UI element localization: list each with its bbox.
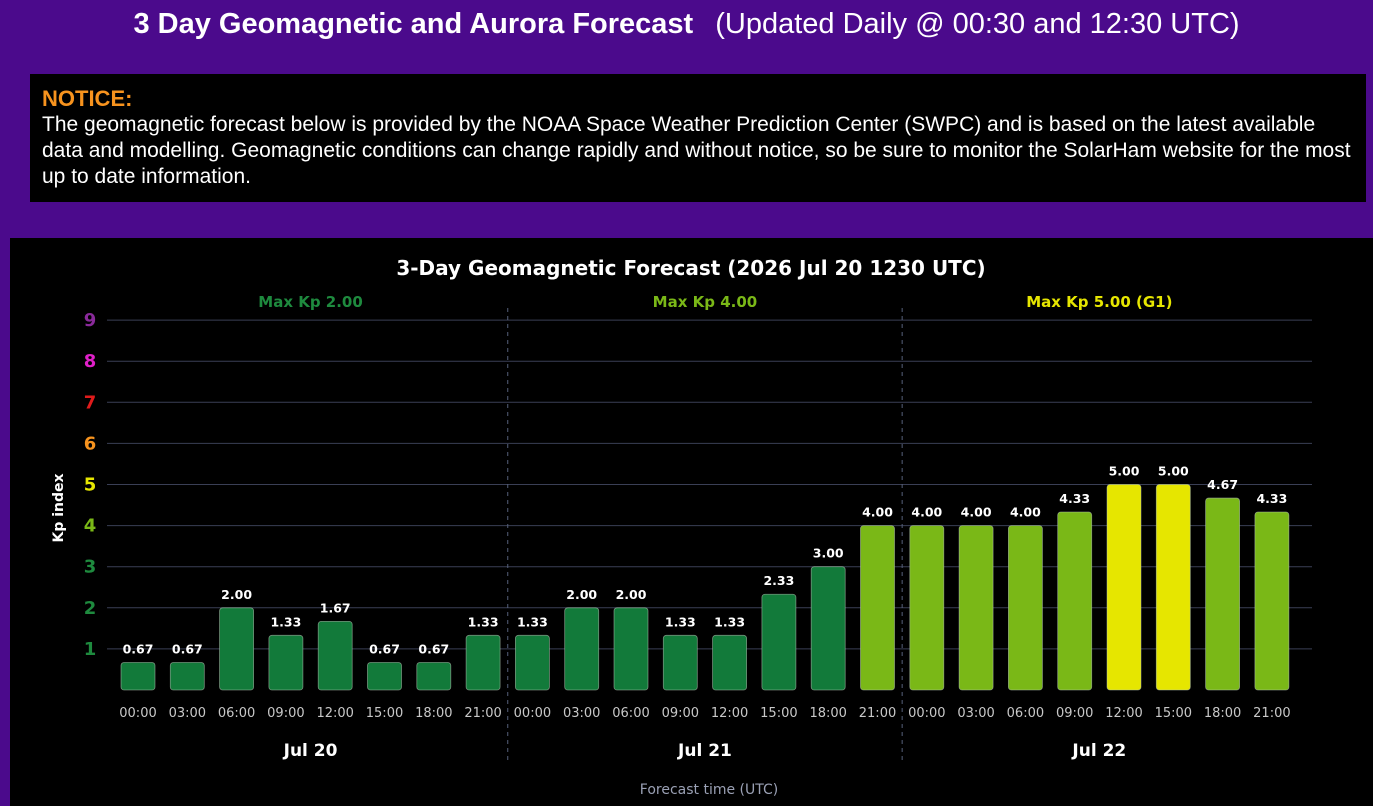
bar-value-label: 1.33 <box>714 614 745 629</box>
chart-title: 3-Day Geomagnetic Forecast (2026 Jul 20 … <box>396 256 985 280</box>
notice-heading: NOTICE: <box>42 86 133 111</box>
kp-bar <box>169 662 205 691</box>
y-tick-label: 1 <box>84 639 97 660</box>
x-tick-label: 06:00 <box>1007 706 1044 721</box>
bar-value-label: 1.33 <box>468 614 499 629</box>
kp-bar <box>465 634 501 691</box>
day-max-kp-label: Max Kp 5.00 (G1) <box>1026 293 1172 311</box>
page-title-main: 3 Day Geomagnetic and Aurora Forecast <box>133 8 694 40</box>
bar-value-label: 1.33 <box>517 614 548 629</box>
y-tick-label: 5 <box>84 475 97 496</box>
day-label: Jul 22 <box>1071 741 1126 761</box>
day-label: Jul 21 <box>677 741 732 761</box>
x-tick-label: 18:00 <box>415 706 452 721</box>
x-tick-label: 09:00 <box>267 706 304 721</box>
page-title-sub: (Updated Daily @ 00:30 and 12:30 UTC) <box>715 8 1240 40</box>
x-tick-label: 15:00 <box>366 706 403 721</box>
x-tick-label: 15:00 <box>1155 706 1192 721</box>
kp-bar <box>1254 511 1290 691</box>
bar-value-label: 1.67 <box>320 600 351 615</box>
kp-bar <box>860 525 895 691</box>
kp-forecast-chart: 3-Day Geomagnetic Forecast (2026 Jul 20 … <box>51 256 1312 798</box>
x-tick-label: 00:00 <box>119 706 156 721</box>
bar-value-label: 4.33 <box>1256 491 1287 506</box>
day-max-kp-label: Max Kp 2.00 <box>258 293 363 311</box>
y-tick-label: 3 <box>84 557 97 578</box>
bar-value-label: 3.00 <box>813 546 844 561</box>
x-tick-label: 18:00 <box>809 706 846 721</box>
y-tick-label: 8 <box>84 351 97 372</box>
kp-bar <box>958 525 994 691</box>
kp-bar <box>810 566 846 691</box>
kp-bar <box>1155 484 1191 691</box>
chart-panel: 3-Day Geomagnetic Forecast (2026 Jul 20 … <box>10 238 1373 806</box>
kp-bar <box>219 607 255 691</box>
bar-value-label: 4.00 <box>862 505 893 520</box>
kp-bar <box>268 634 304 691</box>
notice-body: The geomagnetic forecast below is provid… <box>42 113 1351 188</box>
kp-bar <box>909 525 945 691</box>
bar-value-label: 1.33 <box>665 614 696 629</box>
x-tick-label: 21:00 <box>464 706 501 721</box>
kp-bar <box>120 662 156 691</box>
kp-bar <box>1205 497 1240 691</box>
bar-value-label: 1.33 <box>270 614 301 629</box>
bar-value-label: 4.00 <box>911 505 942 520</box>
kp-bar <box>367 662 402 691</box>
page-title: 3 Day Geomagnetic and Aurora Forecast (Up… <box>0 4 1373 44</box>
x-tick-label: 09:00 <box>1056 706 1093 721</box>
x-tick-label: 06:00 <box>218 706 255 721</box>
bar-value-label: 2.00 <box>616 587 647 602</box>
y-tick-label: 2 <box>84 598 97 619</box>
notice-box: NOTICE: The geomagnetic forecast below i… <box>30 74 1366 202</box>
kp-bar <box>761 593 797 691</box>
x-tick-label: 06:00 <box>612 706 649 721</box>
x-tick-label: 12:00 <box>711 706 748 721</box>
x-tick-label: 21:00 <box>1253 706 1290 721</box>
x-axis-label: Forecast time (UTC) <box>640 782 778 798</box>
bar-value-label: 2.00 <box>221 587 252 602</box>
day-label: Jul 20 <box>283 741 338 761</box>
kp-bar <box>613 607 649 691</box>
x-tick-label: 15:00 <box>760 706 797 721</box>
x-tick-label: 18:00 <box>1204 706 1241 721</box>
x-tick-label: 00:00 <box>908 706 945 721</box>
x-tick-label: 03:00 <box>563 706 600 721</box>
day-max-kp-label: Max Kp 4.00 <box>653 293 758 311</box>
bar-value-label: 0.67 <box>123 641 154 656</box>
bar-value-label: 0.67 <box>369 641 400 656</box>
y-tick-label: 7 <box>84 392 97 413</box>
bar-value-label: 0.67 <box>418 641 449 656</box>
bar-value-label: 5.00 <box>1109 464 1140 479</box>
kp-bar <box>1106 484 1142 691</box>
kp-bar <box>1008 525 1043 691</box>
kp-bar <box>662 634 698 691</box>
kp-bar <box>416 662 452 691</box>
bar-value-label: 2.00 <box>566 587 597 602</box>
x-tick-label: 03:00 <box>957 706 994 721</box>
kp-bar <box>317 620 353 691</box>
y-tick-label: 4 <box>84 516 97 537</box>
x-tick-label: 12:00 <box>1105 706 1142 721</box>
bar-value-label: 4.00 <box>1010 505 1041 520</box>
bar-value-label: 5.00 <box>1158 464 1189 479</box>
bar-value-label: 2.33 <box>763 573 794 588</box>
kp-bar <box>712 634 747 691</box>
x-tick-label: 03:00 <box>169 706 206 721</box>
x-tick-label: 12:00 <box>316 706 353 721</box>
y-tick-label: 6 <box>84 433 97 454</box>
x-tick-label: 09:00 <box>662 706 699 721</box>
y-tick-label: 9 <box>84 310 97 331</box>
y-axis-label: Kp index <box>51 473 67 542</box>
x-tick-label: 00:00 <box>514 706 551 721</box>
kp-bar <box>514 634 550 691</box>
bar-value-label: 0.67 <box>172 641 203 656</box>
bar-value-label: 4.00 <box>961 505 992 520</box>
bar-value-label: 4.67 <box>1207 477 1238 492</box>
x-tick-label: 21:00 <box>859 706 896 721</box>
kp-bar <box>564 607 600 691</box>
kp-bar <box>1057 511 1093 691</box>
bar-value-label: 4.33 <box>1059 491 1090 506</box>
